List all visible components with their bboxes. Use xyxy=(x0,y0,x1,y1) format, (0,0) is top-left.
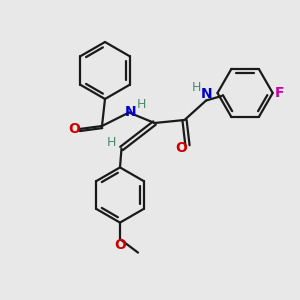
Text: O: O xyxy=(175,142,187,155)
Text: N: N xyxy=(125,105,136,118)
Text: H: H xyxy=(106,136,116,149)
Text: N: N xyxy=(200,87,212,101)
Text: H: H xyxy=(192,81,201,94)
Text: F: F xyxy=(274,86,284,100)
Text: H: H xyxy=(137,98,146,111)
Text: O: O xyxy=(114,238,126,252)
Text: O: O xyxy=(68,122,80,136)
